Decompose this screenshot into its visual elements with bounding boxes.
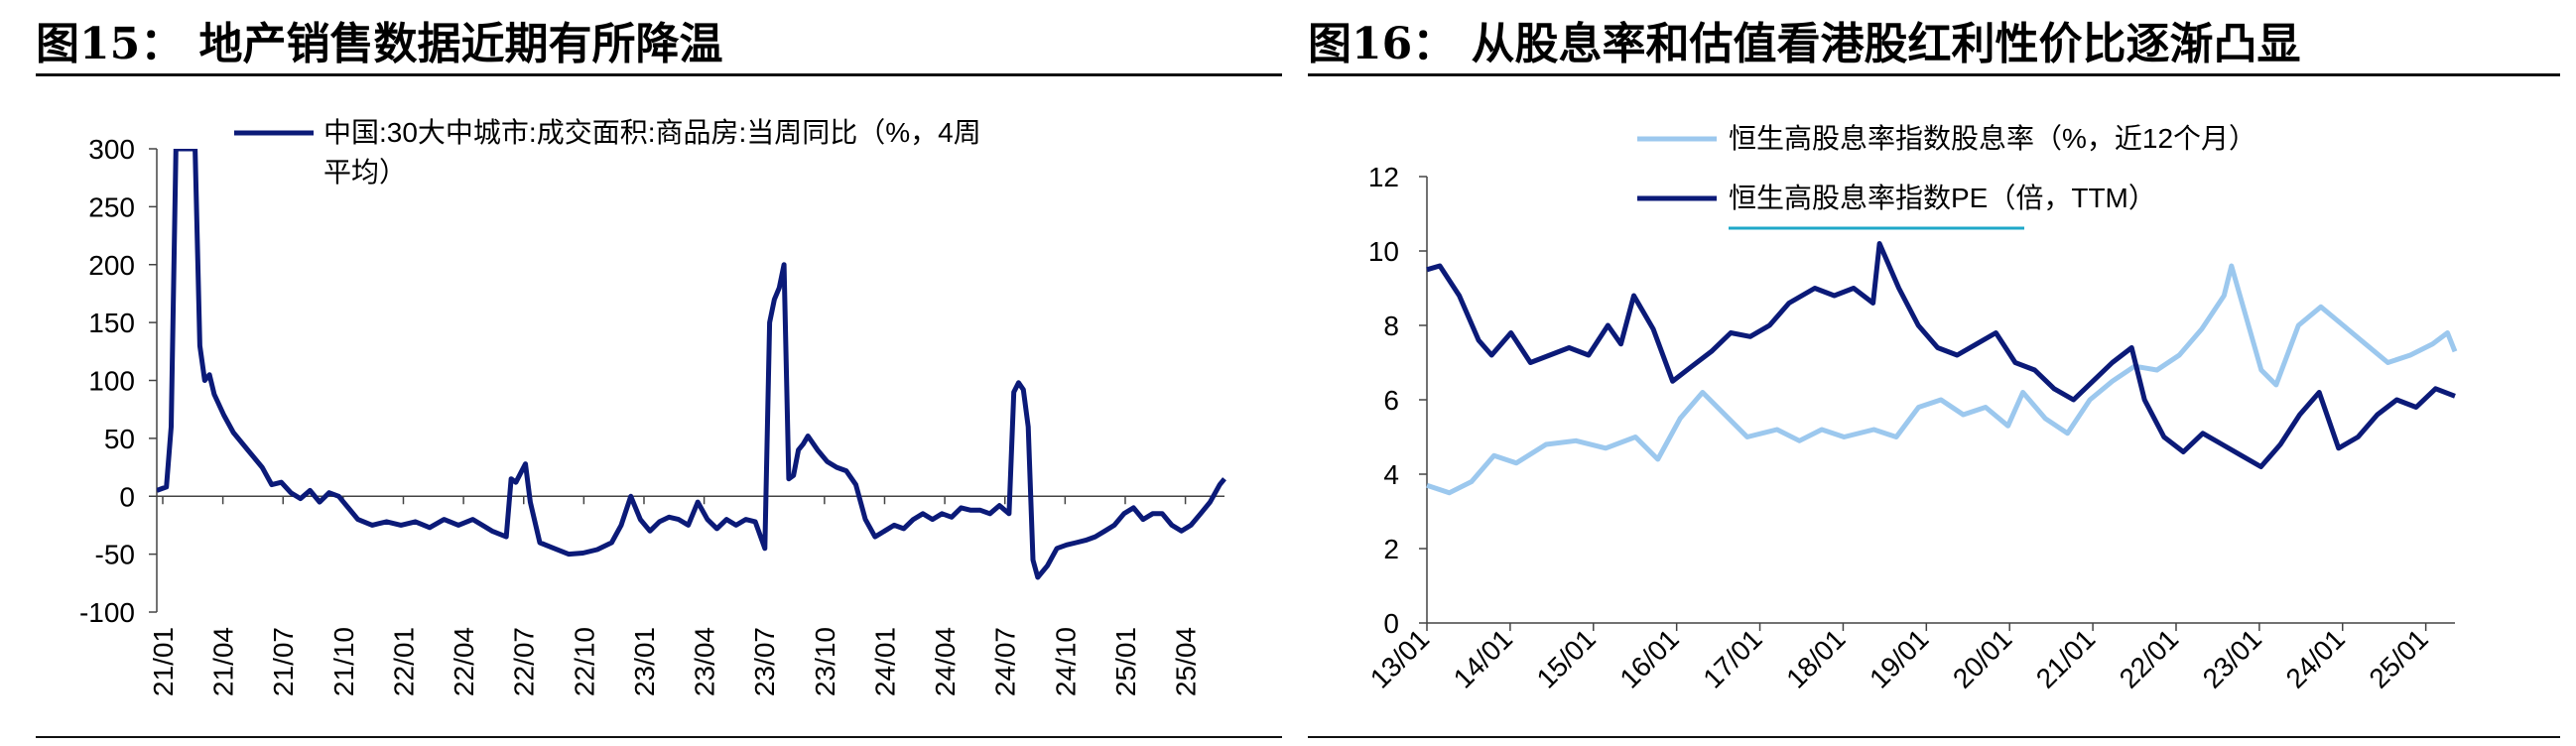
right-y-tick-label: 12 [1368, 162, 1399, 192]
right-series-line-2 [1426, 241, 2456, 469]
right-x-tick-label: 18/01 [1780, 623, 1851, 693]
right-series-line-1 [1426, 263, 2458, 496]
left-title-rule [36, 73, 1282, 76]
right-x-tick-label: 25/01 [2363, 623, 2433, 693]
right-y-tick-label: 0 [1383, 608, 1399, 639]
right-x-tick-label: 19/01 [1864, 623, 1934, 693]
left-x-tick-label: 24/07 [990, 627, 1021, 696]
left-y-tick-label: 250 [88, 191, 135, 222]
left-y-tick-label: -50 [95, 540, 135, 570]
left-x-tick-label: 21/10 [328, 627, 359, 696]
right-x-tick-label: 21/01 [2030, 623, 2101, 693]
left-y-tick-label: -100 [79, 597, 135, 628]
right-y-tick-label: 8 [1383, 311, 1399, 341]
left-x-tick-label: 24/04 [930, 627, 961, 696]
left-y-tick-label: 200 [88, 250, 135, 281]
left-x-tick-label: 23/07 [749, 627, 780, 696]
left-x-tick-label: 23/01 [629, 627, 660, 696]
left-x-tick-label: 22/01 [388, 627, 419, 696]
left-x-tick-label: 23/04 [690, 627, 720, 696]
right-title-rule [1308, 73, 2560, 76]
left-x-tick-label: 22/10 [569, 627, 599, 696]
left-x-tick-label: 21/07 [268, 627, 299, 696]
right-legend-label-1: 恒生高股息率指数股息率（%，近12个月） [1729, 123, 2256, 154]
right-y-tick-label: 2 [1383, 534, 1399, 564]
right-x-tick-label: 20/01 [1947, 623, 2017, 693]
left-x-tick-label: 24/01 [869, 627, 900, 696]
right-x-tick-label: 15/01 [1531, 623, 1602, 693]
left-legend-label-2: 平均） [323, 157, 407, 187]
left-y-tick-label: 150 [88, 308, 135, 338]
left-x-tick-label: 22/04 [449, 627, 479, 696]
left-y-tick-label: 50 [104, 424, 135, 454]
left-x-tick-label: 21/01 [148, 627, 179, 696]
right-x-tick-label: 24/01 [2280, 623, 2351, 693]
left-x-tick-label: 25/01 [1110, 627, 1141, 696]
left-y-tick-label: 100 [88, 366, 135, 397]
right-x-tick-label: 14/01 [1448, 623, 1518, 693]
left-x-tick-label: 23/10 [810, 627, 840, 696]
right-x-tick-label: 23/01 [2197, 623, 2267, 693]
right-x-tick-label: 17/01 [1697, 623, 1767, 693]
right-y-tick-label: 10 [1368, 236, 1399, 267]
right-legend-label-2: 恒生高股息率指数PE（倍，TTM） [1729, 183, 2156, 213]
left-bottom-rule [36, 736, 1282, 738]
left-x-tick-label: 22/07 [509, 627, 540, 696]
left-x-tick-label: 24/10 [1050, 627, 1081, 696]
left-x-tick-label: 25/04 [1171, 627, 1202, 696]
left-legend-label-1: 中国:30大中城市:成交面积:商品房:当周同比（%，4周 [323, 117, 981, 148]
right-figure-title: 图16： 从股息率和估值看港股红利性价比逐渐凸显 [1308, 19, 2301, 69]
right-x-tick-label: 22/01 [2114, 623, 2184, 693]
left-y-tick-label: 300 [88, 134, 135, 165]
right-x-tick-label: 16/01 [1613, 623, 1684, 693]
right-x-tick-label: 13/01 [1364, 623, 1435, 693]
left-y-tick-label: 0 [119, 481, 135, 512]
right-bottom-rule [1308, 736, 2560, 738]
left-series-line [157, 149, 1226, 580]
right-y-tick-label: 4 [1383, 459, 1399, 490]
right-y-tick-label: 6 [1383, 385, 1399, 416]
left-figure-title: 图15： 地产销售数据近期有所降温 [36, 19, 723, 69]
left-x-tick-label: 21/04 [208, 627, 239, 696]
